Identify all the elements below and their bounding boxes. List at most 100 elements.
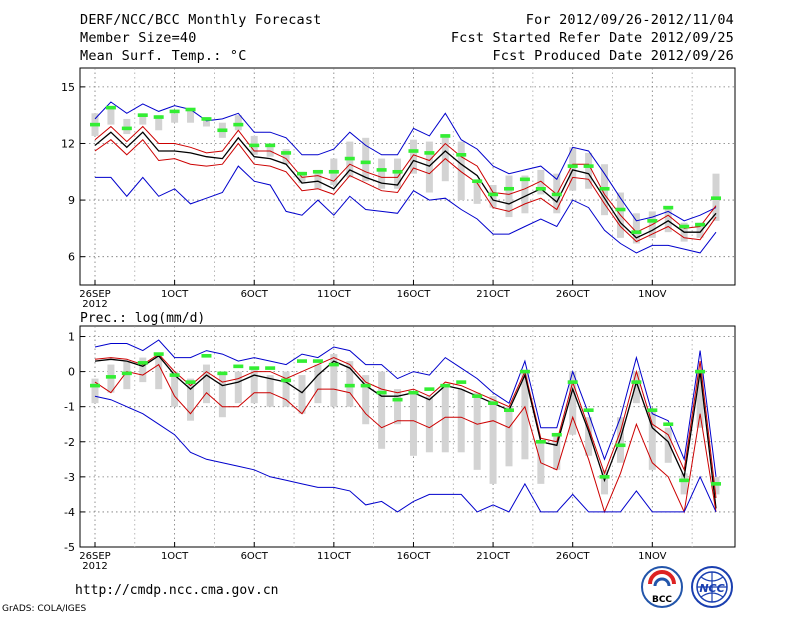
y-tick-label: -2 xyxy=(64,436,75,449)
ensemble-bar xyxy=(187,109,195,123)
ensemble-bar xyxy=(91,378,99,404)
observed-marker xyxy=(312,169,323,174)
ensemble-bar xyxy=(457,141,465,201)
ncc-logo-text: NCC xyxy=(699,582,724,595)
observed-marker xyxy=(504,186,514,191)
observed-marker xyxy=(312,359,323,363)
ensemble-bar xyxy=(362,375,370,425)
y-tick-label: 12 xyxy=(61,137,75,150)
ensemble-bar xyxy=(473,392,481,470)
observed-marker xyxy=(297,171,307,176)
ensemble-bar xyxy=(473,181,481,204)
observed-marker xyxy=(233,122,244,127)
ensemble-bar xyxy=(378,371,386,449)
ensemble-bar xyxy=(489,184,497,208)
observed-marker xyxy=(456,380,467,384)
observed-marker xyxy=(201,117,212,121)
ensemble-bar xyxy=(314,169,322,189)
y-tick-label: 0 xyxy=(68,366,75,379)
ensemble-bar xyxy=(171,113,179,123)
y-tick-label: 6 xyxy=(68,251,75,264)
ensemble-bar xyxy=(601,469,609,495)
x-tick-label: 16OCT xyxy=(397,289,432,300)
ensemble-bar xyxy=(648,410,656,470)
x-tick-label: 26OCT xyxy=(556,289,591,300)
observed-marker xyxy=(297,359,307,363)
observed-marker xyxy=(408,390,419,395)
ensemble-bar xyxy=(234,371,242,404)
ensemble-bar xyxy=(585,417,593,456)
variable-label: Mean Surf. Temp.: °C xyxy=(80,48,247,64)
ensemble-bar xyxy=(505,406,513,467)
forecast-period: For 2012/09/26-2012/11/04 xyxy=(525,12,734,28)
ensemble-bar xyxy=(489,396,497,484)
observed-marker xyxy=(344,383,355,388)
ensemble-bar xyxy=(409,392,417,456)
observed-marker xyxy=(535,439,546,444)
series-max-line xyxy=(94,339,717,477)
observed-marker xyxy=(169,109,180,114)
x-tick-label: 1NOV xyxy=(638,289,667,300)
observed-marker xyxy=(472,179,483,184)
ensemble-bar xyxy=(394,389,402,425)
ensemble-bar xyxy=(250,368,258,404)
ensemble-bar xyxy=(218,371,226,418)
plot-frame xyxy=(79,67,736,286)
observed-marker xyxy=(392,397,403,402)
observed-marker xyxy=(201,354,212,358)
observed-marker xyxy=(615,207,626,212)
observed-marker xyxy=(217,128,228,133)
observed-marker xyxy=(631,380,642,384)
ensemble-bar xyxy=(521,175,529,214)
ensemble-bar xyxy=(457,389,465,453)
observed-marker xyxy=(599,186,610,191)
series-min-line xyxy=(94,395,717,513)
x-tick-sublabel: 2012 xyxy=(82,561,107,572)
ensemble-bar xyxy=(282,149,290,165)
observed-marker xyxy=(328,362,339,367)
observed-marker xyxy=(567,380,578,384)
website-url[interactable]: http://cmdp.ncc.cma.gov.cn xyxy=(75,583,279,598)
observed-marker xyxy=(90,122,100,127)
observed-marker xyxy=(424,151,435,155)
observed-marker xyxy=(695,222,706,227)
ensemble-bar xyxy=(234,115,242,131)
series-p90-line xyxy=(94,353,717,498)
observed-marker xyxy=(424,387,435,391)
observed-marker xyxy=(105,105,116,110)
ensemble-bar xyxy=(378,158,386,189)
ncc-logo: NCC xyxy=(691,566,733,608)
y-tick-label: -3 xyxy=(64,471,75,484)
ensemble-bar xyxy=(664,207,672,233)
observed-marker xyxy=(679,478,690,483)
x-tick-label: 26SEP xyxy=(79,289,110,300)
observed-marker xyxy=(281,378,292,383)
x-tick-label: 1NOV xyxy=(638,551,667,562)
observed-marker xyxy=(281,151,292,155)
ensemble-bar xyxy=(107,107,115,125)
observed-marker xyxy=(519,177,530,182)
x-tick-label: 6OCT xyxy=(241,289,269,300)
observed-marker xyxy=(249,366,260,370)
observed-marker xyxy=(647,408,658,412)
observed-marker xyxy=(551,192,562,197)
ensemble-bar xyxy=(537,169,545,195)
ensemble-bar xyxy=(425,396,433,453)
y-tick-label: 9 xyxy=(68,194,75,207)
y-tick-label: 1 xyxy=(68,331,75,344)
series-p10-line xyxy=(94,363,717,514)
series-mean-line xyxy=(94,354,717,509)
observed-marker xyxy=(137,113,148,117)
observed-marker xyxy=(488,401,499,405)
observed-marker xyxy=(121,371,132,376)
ensemble-bar xyxy=(155,115,163,131)
observed-marker xyxy=(695,369,706,374)
y-tick-label: -4 xyxy=(64,506,75,519)
observed-marker xyxy=(551,432,562,437)
ensemble-bar xyxy=(664,427,672,463)
ensemble-bar xyxy=(409,139,417,174)
ensemble-bar xyxy=(394,158,402,189)
ensemble-bar xyxy=(632,213,640,244)
ensemble-bar xyxy=(282,371,290,407)
